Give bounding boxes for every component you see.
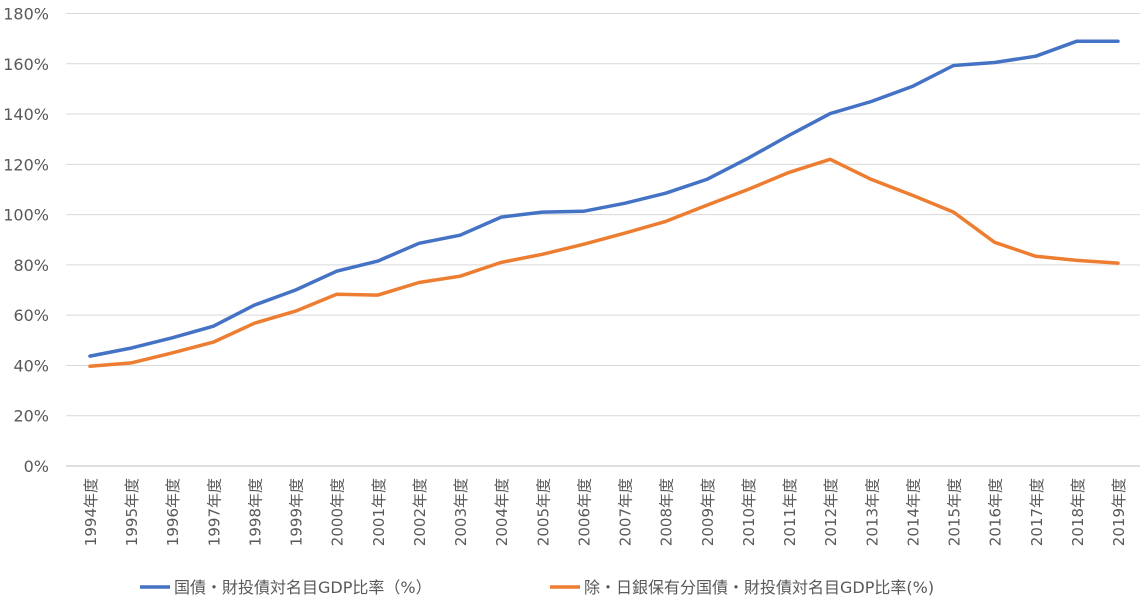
x-tick-label: 2016年度 bbox=[987, 478, 1005, 546]
x-tick-label: 1994年度 bbox=[82, 478, 100, 546]
x-tick-label: 2015年度 bbox=[946, 478, 964, 546]
y-tick-label: 180% bbox=[3, 5, 49, 24]
y-tick-label: 0% bbox=[24, 457, 49, 476]
legend: 国債・財投債対名目GDP比率（%） 除・日銀保有分国債・財投債対名目GDP比率(%… bbox=[140, 578, 934, 597]
x-tick-label: 2003年度 bbox=[452, 478, 470, 546]
x-tick-label: 1999年度 bbox=[288, 478, 306, 546]
y-tick-label: 20% bbox=[13, 407, 49, 426]
x-axis-ticks: 1994年度 1995年度 1996年度 1997年度 1998年度 1999年度 2000… bbox=[82, 478, 1128, 546]
series-lines bbox=[90, 41, 1118, 366]
series-line-0 bbox=[90, 41, 1118, 356]
x-tick-label: 2013年度 bbox=[863, 478, 881, 546]
series-line-1 bbox=[90, 159, 1118, 366]
x-tick-label: 1998年度 bbox=[246, 478, 264, 546]
x-tick-label: 2012年度 bbox=[822, 478, 840, 546]
legend-label: 除・日銀保有分国債・財投債対名目GDP比率(%) bbox=[584, 578, 934, 597]
y-tick-label: 140% bbox=[3, 105, 49, 124]
y-tick-label: 80% bbox=[13, 256, 49, 275]
x-tick-label: 1996年度 bbox=[164, 478, 182, 546]
x-tick-label: 2008年度 bbox=[658, 478, 676, 546]
legend-label: 国債・財投債対名目GDP比率（%） bbox=[174, 578, 432, 597]
x-tick-label: 2014年度 bbox=[904, 478, 922, 546]
x-tick-label: 2009年度 bbox=[699, 478, 717, 546]
x-tick-label: 2000年度 bbox=[329, 478, 347, 546]
x-tick-label: 2007年度 bbox=[617, 478, 635, 546]
x-tick-label: 2010年度 bbox=[740, 478, 758, 546]
x-tick-label: 2017年度 bbox=[1028, 478, 1046, 546]
x-tick-label: 2011年度 bbox=[781, 478, 799, 546]
x-tick-label: 1997年度 bbox=[205, 478, 223, 546]
x-tick-label: 2002年度 bbox=[411, 478, 429, 546]
y-tick-label: 160% bbox=[3, 55, 49, 74]
x-tick-label: 2001年度 bbox=[370, 478, 388, 546]
y-tick-label: 100% bbox=[3, 206, 49, 225]
x-tick-label: 2018年度 bbox=[1069, 478, 1087, 546]
y-tick-label: 120% bbox=[3, 155, 49, 174]
y-tick-label: 60% bbox=[13, 306, 49, 325]
x-tick-label: 2019年度 bbox=[1110, 478, 1128, 546]
x-tick-label: 2004年度 bbox=[493, 478, 511, 546]
y-tick-label: 40% bbox=[13, 356, 49, 375]
x-tick-label: 2006年度 bbox=[575, 478, 593, 546]
x-tick-label: 1995年度 bbox=[123, 478, 141, 546]
y-axis-ticks: 0% 20% 40% 60% 80% 100% 120% 140% 160% 180% bbox=[3, 5, 49, 477]
x-tick-label: 2005年度 bbox=[534, 478, 552, 546]
